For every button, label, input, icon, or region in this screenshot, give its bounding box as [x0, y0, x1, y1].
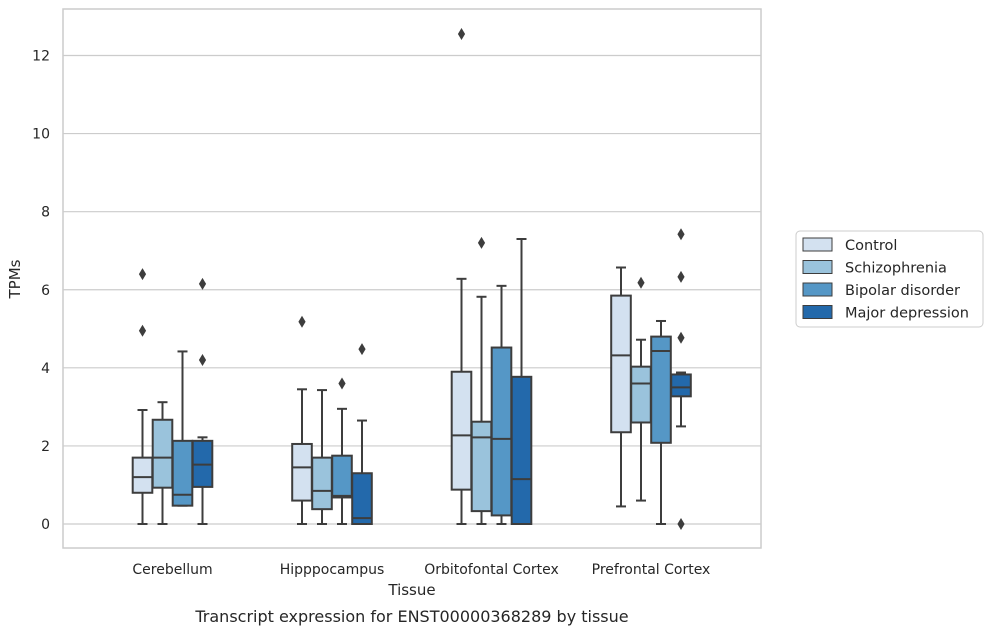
box-iqr [151, 418, 174, 489]
x-tick-label: Cerebellum [132, 562, 212, 578]
box-iqr [291, 442, 313, 502]
outlier-point [198, 277, 207, 290]
box-iqr [630, 365, 652, 424]
x-tick-label: Prefrontal Cortex [592, 562, 711, 578]
outlier-point [138, 268, 147, 281]
y-tick-label: 12 [32, 49, 50, 65]
legend-label: Control [845, 238, 897, 254]
y-tick-label: 4 [41, 361, 50, 377]
box-schizophrenia [630, 276, 652, 502]
y-tick-label: 2 [41, 439, 50, 455]
box-bipolar-disorder [650, 319, 672, 525]
box-bipolar-disorder [171, 350, 194, 507]
y-tick-label: 0 [41, 517, 50, 533]
y-axis-label: TPMs [6, 259, 24, 299]
outlier-point [198, 354, 207, 367]
box-schizophrenia [470, 236, 493, 525]
legend-swatch [802, 237, 833, 252]
box-major-depression [191, 277, 214, 525]
x-tick-label: Hipppocampus [280, 562, 385, 578]
legend-frame [795, 230, 984, 328]
chart-title: Transcript expression for ENST0000036828… [194, 607, 628, 626]
y-tick-label: 10 [32, 127, 50, 143]
boxes [131, 28, 692, 530]
x-axis-ticks: Cerebellum Hipppocampus Orbitofontal Corte… [132, 562, 710, 578]
outlier-point [358, 343, 366, 356]
box-control [610, 266, 632, 508]
box-iqr [171, 439, 194, 507]
legend-swatch [802, 282, 833, 297]
outlier-point [477, 236, 486, 249]
outlier-point [457, 28, 466, 41]
box-schizophrenia [311, 389, 333, 525]
box-major-depression [510, 237, 533, 526]
legend-label: Major depression [845, 306, 969, 322]
outlier-point [138, 324, 147, 337]
legend-swatch [802, 305, 833, 319]
legend: Control Schizophrenia Bipolar disorder Majo… [795, 230, 984, 328]
legend-swatch [802, 260, 833, 274]
box-iqr [450, 370, 473, 491]
outlier-point [677, 518, 685, 530]
box-control [291, 315, 313, 525]
box-bipolar-disorder [331, 377, 353, 525]
outlier-point [637, 276, 645, 289]
box-iqr [670, 373, 692, 398]
box-major-depression [351, 343, 373, 525]
box-major-depression [670, 228, 692, 530]
box-control [450, 28, 473, 525]
y-tick-label: 6 [41, 283, 50, 299]
box-iqr [131, 456, 154, 494]
box-bipolar-disorder [490, 284, 513, 525]
plot-frame [62, 8, 762, 549]
box-iqr [311, 456, 333, 511]
legend-label: Schizophrenia [845, 261, 947, 277]
box-iqr [331, 454, 353, 499]
outlier-point [298, 315, 306, 328]
x-axis-label: Tissue [387, 581, 435, 599]
outlier-point [677, 270, 685, 283]
y-tick-label: 8 [41, 205, 50, 221]
y-axis-ticks: 0 2 4 6 8 10 12 [32, 49, 50, 534]
outlier-point [677, 228, 685, 241]
box-schizophrenia [151, 401, 174, 525]
box-iqr [510, 375, 533, 526]
box-control [131, 268, 154, 525]
box-iqr [610, 294, 632, 434]
outlier-point [677, 331, 685, 344]
x-tick-label: Orbitofontal Cortex [424, 562, 559, 578]
outlier-point [338, 377, 346, 390]
legend-label: Bipolar disorder [845, 283, 960, 299]
box-iqr [351, 472, 373, 525]
box-iqr [650, 335, 672, 444]
box-iqr [490, 346, 513, 517]
box-iqr [470, 420, 493, 513]
